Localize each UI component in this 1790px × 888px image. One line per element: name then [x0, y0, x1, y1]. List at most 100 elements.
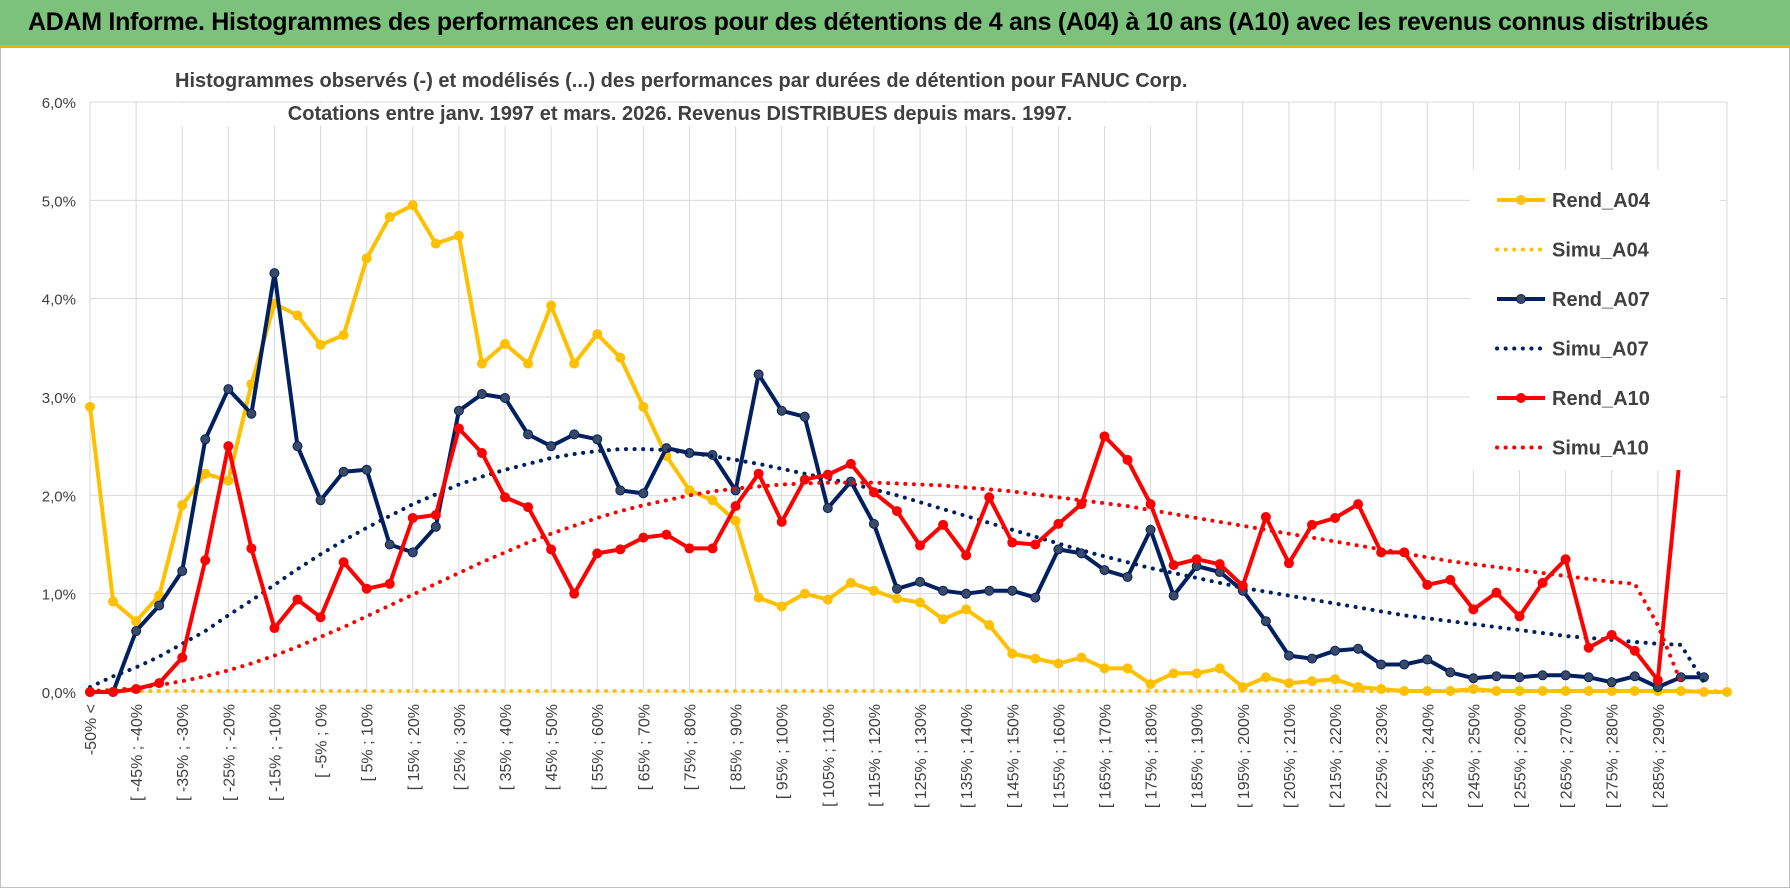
data-point	[1007, 648, 1018, 659]
x-tick-label: [ 5% ; 10%	[360, 704, 377, 781]
x-tick-label: [ 55% ; 60%	[590, 704, 607, 790]
data-point	[661, 529, 672, 540]
legend-label: Rend_A10	[1552, 388, 1650, 410]
x-tick-label: [ 265% ; 270%	[1559, 704, 1576, 808]
data-point	[384, 578, 395, 589]
data-point	[1122, 454, 1133, 465]
data-point	[1353, 499, 1364, 510]
data-point	[292, 310, 303, 321]
data-point	[315, 495, 326, 506]
data-point	[523, 502, 534, 513]
x-tick-label: [ 275% ; 280%	[1605, 704, 1622, 808]
data-point	[1629, 671, 1640, 682]
chart-title: Histogrammes observés (-) et modélisés (…	[175, 70, 1188, 93]
data-point	[407, 200, 418, 211]
data-point	[1168, 668, 1179, 679]
data-point	[1076, 652, 1087, 663]
data-point	[1214, 663, 1225, 674]
data-point	[1399, 659, 1410, 670]
data-point	[1145, 679, 1156, 690]
legend-label: Simu_A10	[1552, 438, 1649, 460]
data-point	[1145, 524, 1156, 535]
data-point	[361, 253, 372, 264]
data-point	[85, 401, 95, 412]
data-point	[1491, 671, 1502, 682]
data-point	[730, 515, 741, 526]
data-point	[1007, 537, 1018, 548]
y-tick-label: 1,0%	[42, 587, 76, 604]
data-point	[453, 405, 464, 416]
data-point	[200, 555, 211, 566]
data-point	[1353, 643, 1364, 654]
data-point	[500, 492, 511, 503]
data-point	[546, 544, 557, 555]
data-point	[1122, 663, 1133, 674]
y-tick-label: 0,0%	[42, 685, 76, 702]
data-point	[269, 268, 280, 279]
x-tick-label: [ -35% ; -30%	[175, 704, 192, 801]
data-point	[223, 384, 234, 395]
series-simu-a07	[88, 447, 1706, 690]
legend-label: Rend_A07	[1552, 289, 1650, 311]
data-point	[177, 500, 188, 511]
data-point	[569, 429, 580, 440]
data-point	[615, 485, 626, 496]
data-point	[684, 485, 695, 496]
data-point	[407, 512, 418, 523]
data-point	[546, 300, 557, 311]
x-tick-label: [ 75% ; 80%	[682, 704, 699, 790]
data-point	[200, 468, 211, 479]
data-point	[1306, 676, 1317, 687]
legend-marker	[1516, 393, 1526, 403]
series-line-simu-a10	[88, 480, 1683, 693]
x-tick-label: [ 35% ; 40%	[498, 704, 515, 790]
data-point	[1283, 678, 1294, 689]
data-point	[1583, 642, 1594, 653]
x-tick-label: [ 205% ; 210%	[1282, 704, 1299, 808]
data-point	[1514, 672, 1525, 683]
data-point	[707, 495, 718, 506]
data-point	[361, 464, 372, 475]
data-point	[707, 543, 718, 554]
x-tick-label: [ 125% ; 130%	[913, 704, 930, 808]
data-point	[500, 392, 511, 403]
data-point	[1330, 674, 1341, 685]
data-point	[269, 623, 280, 634]
data-point	[938, 614, 949, 625]
data-point	[361, 583, 372, 594]
data-point	[1168, 560, 1179, 571]
data-point	[845, 577, 856, 588]
chart-series	[85, 200, 1732, 697]
chart-subtitle: Cotations entre janv. 1997 et mars. 2026…	[175, 103, 1185, 126]
data-point	[1099, 663, 1110, 674]
data-point	[200, 434, 211, 445]
data-point	[1053, 544, 1064, 555]
data-point	[1606, 677, 1617, 688]
banner: ADAM Informe. Histogrammes des performan…	[0, 0, 1790, 48]
data-point	[730, 501, 741, 512]
x-tick-label: [ 85% ; 90%	[729, 704, 746, 790]
data-point	[592, 329, 603, 340]
data-point	[1237, 580, 1248, 591]
legend: Rend_A04 Simu_A04 Rend_A07 Simu_A07 Rend_A10…	[1470, 170, 1720, 470]
data-point	[984, 585, 995, 596]
data-point	[1583, 672, 1594, 683]
x-tick-label: [ 95% ; 100%	[775, 704, 792, 799]
data-point	[1283, 650, 1294, 661]
data-point	[638, 488, 649, 499]
data-point	[1099, 431, 1110, 442]
data-point	[1330, 645, 1341, 656]
x-tick-label: [ -45% ; -40%	[129, 704, 146, 801]
legend-item-rend-a10: Rend_A10	[1497, 388, 1650, 410]
data-point	[684, 543, 695, 554]
x-tick-label: [ 45% ; 50%	[544, 704, 561, 790]
legend-item-rend-a04: Rend_A04	[1497, 190, 1651, 212]
x-tick-label: [ 105% ; 110%	[821, 704, 838, 807]
data-point	[1260, 616, 1271, 627]
x-tick-label: [ 115% ; 120%	[867, 704, 884, 807]
data-point	[1099, 565, 1110, 576]
data-point	[915, 597, 926, 608]
data-point	[799, 411, 810, 422]
data-point	[822, 594, 833, 605]
